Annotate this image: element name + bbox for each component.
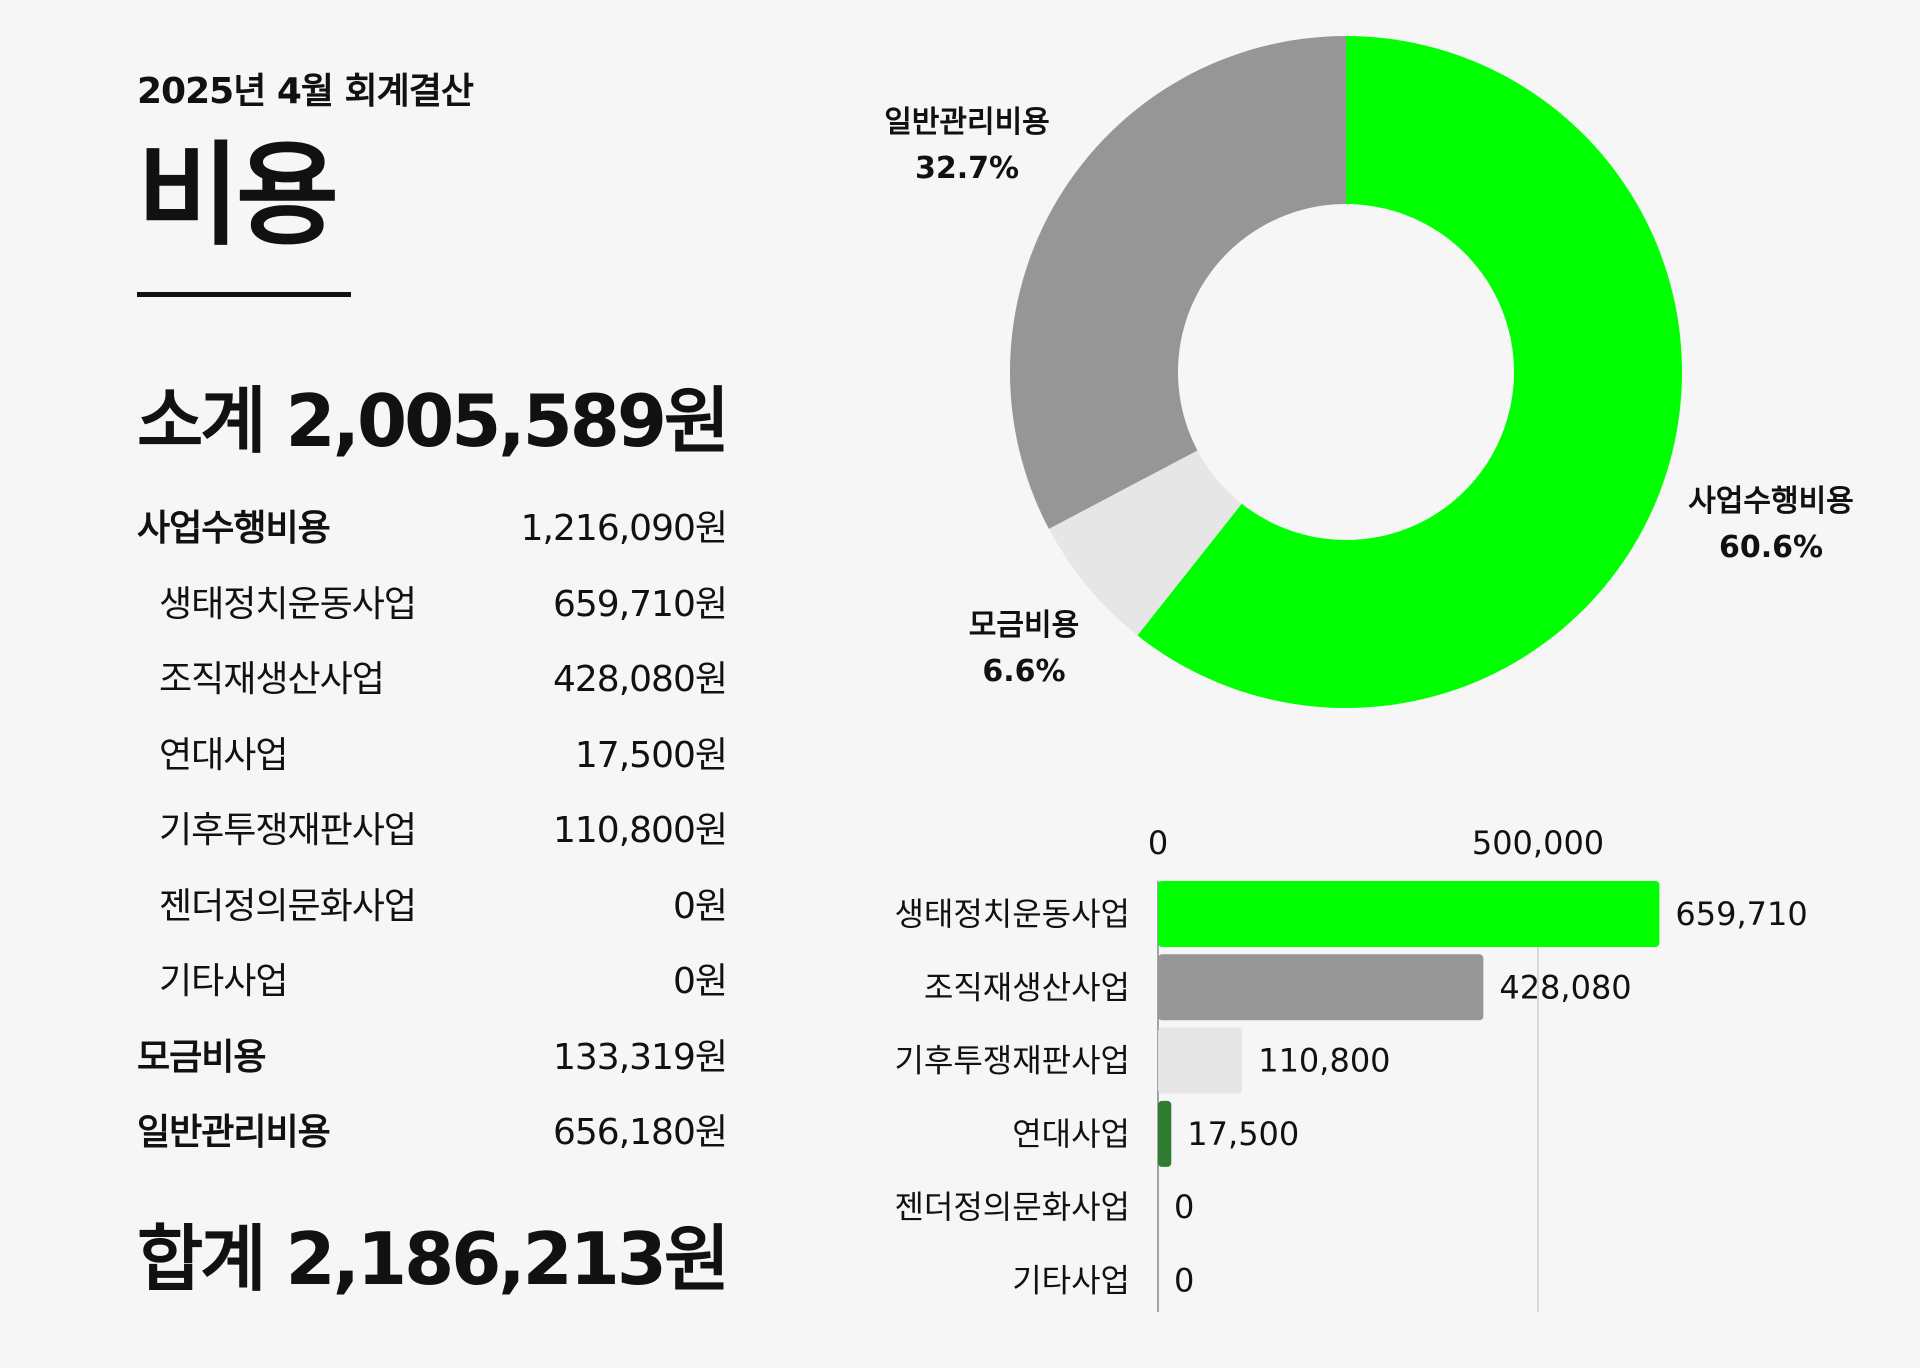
expense-category-row: 일반관리비용 656,180원: [137, 1103, 728, 1179]
expense-label: 젠더정의문화사업: [159, 885, 417, 927]
expense-subcategory-row: 기후투쟁재판사업 110,800원: [137, 801, 728, 877]
expense-label: 모금비용: [137, 1036, 266, 1078]
bar-axis-tick-label: 0: [1148, 824, 1168, 862]
expense-subcategory-row: 생태정치운동사업 659,710원: [137, 575, 728, 651]
donut-slice-percent: 60.6%: [1719, 530, 1823, 565]
bar: [1158, 881, 1660, 947]
bar: [1158, 1027, 1243, 1094]
donut-slice-percent: 6.6%: [982, 654, 1065, 689]
expense-label: 일반관리비용: [137, 1112, 331, 1153]
donut-slice-label: 일반관리비용: [884, 105, 1050, 140]
bar-category-label: 생태정치운동사업: [894, 895, 1130, 933]
bar-value-label: 0: [1174, 1188, 1194, 1226]
subtotal-amount: 소계 2,005,589원: [137, 379, 730, 463]
donut-slice: [1009, 36, 1346, 529]
expense-label: 조직재생산사업: [159, 659, 385, 700]
page-title: 비용: [137, 131, 339, 261]
donut-slice: [1137, 36, 1682, 708]
bar-axis-tick-label: 500,000: [1472, 824, 1604, 862]
bar: [1158, 1100, 1172, 1167]
expense-label: 기후투쟁재판사업: [159, 810, 417, 851]
donut-slice: [1048, 450, 1242, 636]
bar-value-label: 428,080: [1499, 968, 1631, 1006]
report-period-subtitle: 2025년 4월 회계결산: [137, 71, 474, 112]
bar-value-label: 659,710: [1675, 895, 1807, 933]
expense-label: 사업수행비용: [137, 508, 331, 549]
expense-category-row: 모금비용 133,319원: [137, 1028, 728, 1104]
expense-label: 기타사업: [159, 961, 288, 1002]
expense-amount: 0원: [672, 885, 728, 927]
bar-category-label: 기타사업: [1012, 1262, 1130, 1300]
expense-category-row: 사업수행비용 1,216,090원: [137, 499, 728, 575]
bar-value-label: 17,500: [1187, 1115, 1299, 1153]
expense-subcategory-row: 조직재생산사업 428,080원: [137, 650, 728, 726]
expense-subcategory-row: 기타사업 0원: [137, 952, 728, 1028]
donut-slice-label: 사업수행비용: [1688, 484, 1854, 519]
donut-slice-label: 모금비용: [969, 608, 1079, 643]
expense-subcategory-row: 젠더정의문화사업 0원: [137, 877, 728, 953]
expense-amount: 656,180원: [553, 1112, 728, 1153]
expense-amount: 0원: [672, 961, 728, 1002]
expense-amount: 110,800원: [553, 810, 728, 851]
bar-category-label: 조직재생산사업: [924, 968, 1130, 1006]
expense-subcategory-row: 연대사업 17,500원: [137, 726, 728, 802]
expense-label: 생태정치운동사업: [159, 583, 417, 625]
expense-amount: 1,216,090원: [520, 508, 728, 549]
bar-category-label: 기후투쟁재판사업: [894, 1042, 1130, 1080]
bar-value-label: 0: [1174, 1262, 1194, 1300]
expense-amount: 17,500원: [574, 734, 728, 776]
expense-amount: 133,319원: [553, 1036, 728, 1078]
bar-category-label: 연대사업: [1012, 1115, 1130, 1153]
expense-label: 연대사업: [159, 734, 288, 776]
total-amount: 합계 2,186,213원: [137, 1217, 730, 1301]
bar: [1158, 954, 1484, 1021]
expense-amount: 659,710원: [553, 583, 728, 625]
bar-category-label: 젠더정의문화사업: [894, 1188, 1130, 1226]
title-underline: [137, 292, 351, 297]
bar-value-label: 110,800: [1258, 1042, 1390, 1080]
donut-slice-percent: 32.7%: [915, 151, 1019, 186]
expense-amount: 428,080원: [553, 659, 728, 700]
